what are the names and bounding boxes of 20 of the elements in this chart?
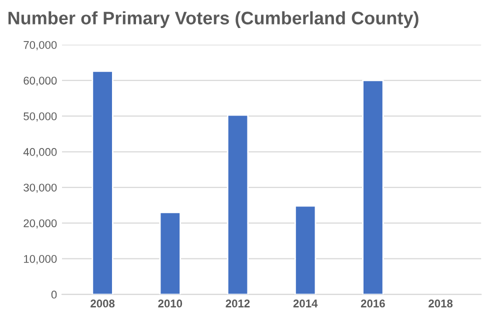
chart-title: Number of Primary Voters (Cumberland County) [8,11,418,28]
y-tick-label: 40,000 [23,148,57,158]
y-tick-label: 10,000 [24,255,57,264]
bar [159,212,181,294]
bar [92,70,114,294]
y-tick-label: 0 [51,290,57,299]
y-tick-label: 30,000 [24,184,57,193]
x-tick-label: 2016 [360,300,385,308]
x-tick-label: 2008 [90,300,115,308]
y-tick-label: 50,000 [24,112,57,122]
x-tick-label: 2018 [428,300,453,308]
x-tick-label: 2012 [226,300,250,308]
x-tick-label: 2010 [158,300,182,308]
bar [226,114,249,294]
bar [362,80,384,294]
x-tick-label: 2014 [293,300,318,308]
bar [294,205,316,294]
y-tick-label: 60,000 [24,76,57,86]
y-tick-label: 20,000 [24,219,57,229]
y-tick-label: 70,000 [24,41,57,50]
